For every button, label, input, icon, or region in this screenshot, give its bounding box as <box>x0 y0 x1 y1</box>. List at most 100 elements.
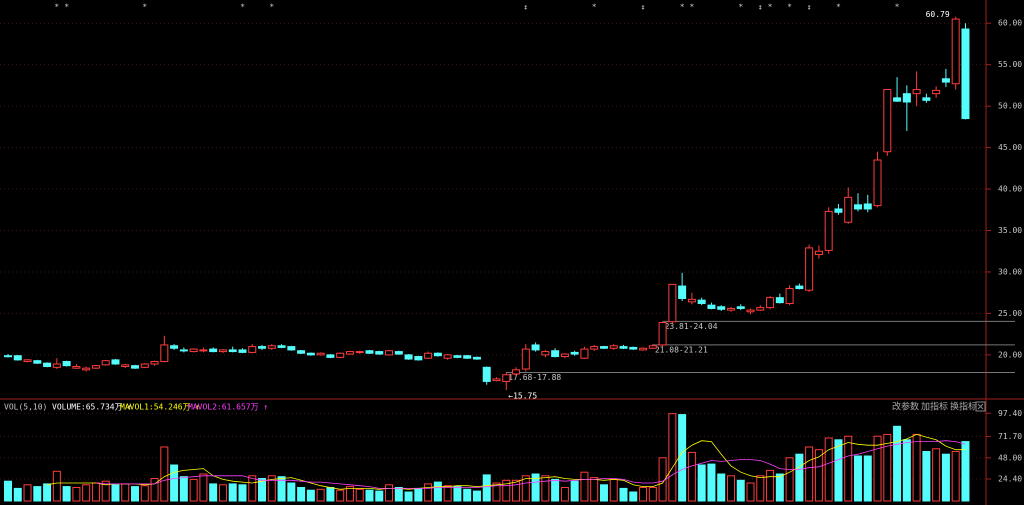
candle-body <box>580 348 589 359</box>
volume-bar <box>414 487 423 502</box>
toolbar-button[interactable]: 加指标 <box>921 401 948 413</box>
volume-bar <box>345 486 354 502</box>
candle-body <box>453 355 462 358</box>
candle-body <box>795 285 804 290</box>
volume-bar <box>648 487 657 502</box>
y-tick-label: 45.00 <box>998 143 1022 152</box>
volume-bar <box>131 486 140 502</box>
candle-body <box>941 78 950 83</box>
candle-body <box>853 204 862 210</box>
y-tick-label: 25.00 <box>998 309 1022 318</box>
volume-bar <box>199 473 208 502</box>
volume-bar <box>492 482 501 502</box>
volume-bar <box>687 451 696 502</box>
candle-body <box>140 363 149 368</box>
volume-bar <box>52 470 61 502</box>
candle-body <box>62 361 71 367</box>
volume-bar <box>23 484 32 502</box>
candle-body <box>619 346 628 349</box>
volume-bar <box>717 473 726 502</box>
volume-bar <box>668 413 677 502</box>
volume-bar <box>805 446 814 502</box>
volume-bar <box>91 482 100 502</box>
toolbar-button[interactable]: 换指标 <box>950 401 977 413</box>
volume-bar <box>355 488 364 502</box>
volume-bar <box>541 475 550 502</box>
candle-body <box>277 345 286 348</box>
candle-body <box>13 355 22 361</box>
candle-body <box>82 367 91 371</box>
candle-body <box>375 351 384 355</box>
volume-bar <box>13 487 22 502</box>
candle-body <box>433 352 442 357</box>
candle-body <box>541 351 550 356</box>
candle-body <box>658 322 667 346</box>
candle-body <box>121 364 130 367</box>
volume-bar <box>736 479 745 502</box>
volume-bar <box>619 487 628 502</box>
candle-body <box>414 356 423 361</box>
volume-bar <box>228 483 237 502</box>
candle-body <box>443 354 452 359</box>
volume-bar <box>609 478 618 502</box>
y-tick-label: 97.40 <box>998 409 1022 418</box>
candle-body <box>160 344 169 363</box>
volume-bar <box>179 476 188 502</box>
volume-bar <box>316 488 325 502</box>
volume-bar <box>873 435 882 502</box>
candle-body <box>570 351 579 355</box>
event-marker: * <box>269 3 274 12</box>
volume-bar <box>248 475 257 502</box>
volume-bar <box>443 485 452 502</box>
candle-body <box>922 97 931 101</box>
volume-bar <box>902 439 911 502</box>
volume-bar <box>678 414 687 502</box>
volume-bar <box>599 484 608 502</box>
volume-bar <box>121 483 130 502</box>
volume-bar <box>306 489 315 502</box>
volume-bar <box>463 488 472 502</box>
candle-body <box>43 362 52 367</box>
volume-bar <box>424 483 433 502</box>
candle-body <box>267 345 276 349</box>
volume-bar <box>336 489 345 502</box>
volume-bar <box>580 471 589 502</box>
candle-body <box>902 93 911 103</box>
volume-bar <box>707 463 716 502</box>
y-tick-label: 24.40 <box>998 475 1022 484</box>
candle-body <box>609 345 618 349</box>
volume-bar <box>531 473 540 502</box>
volume-bar <box>82 484 91 502</box>
volume-bar <box>453 486 462 502</box>
volume-bar <box>140 485 149 502</box>
candle-body <box>170 345 179 349</box>
volume-bar <box>726 475 735 502</box>
price-annotation: 60.79 <box>926 10 950 19</box>
close-button[interactable] <box>975 401 986 412</box>
event-marker: ↕ <box>523 3 528 12</box>
candle-body <box>844 196 853 223</box>
event-marker: * <box>787 3 792 12</box>
candle-body <box>355 351 364 354</box>
candle-body <box>687 298 696 303</box>
volume-bar <box>795 453 804 502</box>
volume-bar <box>932 448 941 502</box>
event-marker: ↕ <box>641 3 646 12</box>
candle-body <box>218 349 227 353</box>
candle-body <box>23 359 32 363</box>
volume-bar <box>111 484 120 502</box>
candle-body <box>707 304 716 309</box>
y-tick-label: 35.00 <box>998 226 1022 235</box>
event-marker: * <box>836 3 841 12</box>
event-marker: * <box>240 3 245 12</box>
volume-bar <box>62 486 71 502</box>
volume-bar <box>844 435 853 502</box>
toolbar-button[interactable]: 改参数 <box>892 401 919 413</box>
candle-body <box>101 360 110 366</box>
volume-bar <box>394 487 403 502</box>
volume-bar <box>43 483 52 502</box>
candle-body <box>4 355 12 358</box>
volume-bar <box>365 489 374 502</box>
y-tick-label: 30.00 <box>998 267 1022 276</box>
